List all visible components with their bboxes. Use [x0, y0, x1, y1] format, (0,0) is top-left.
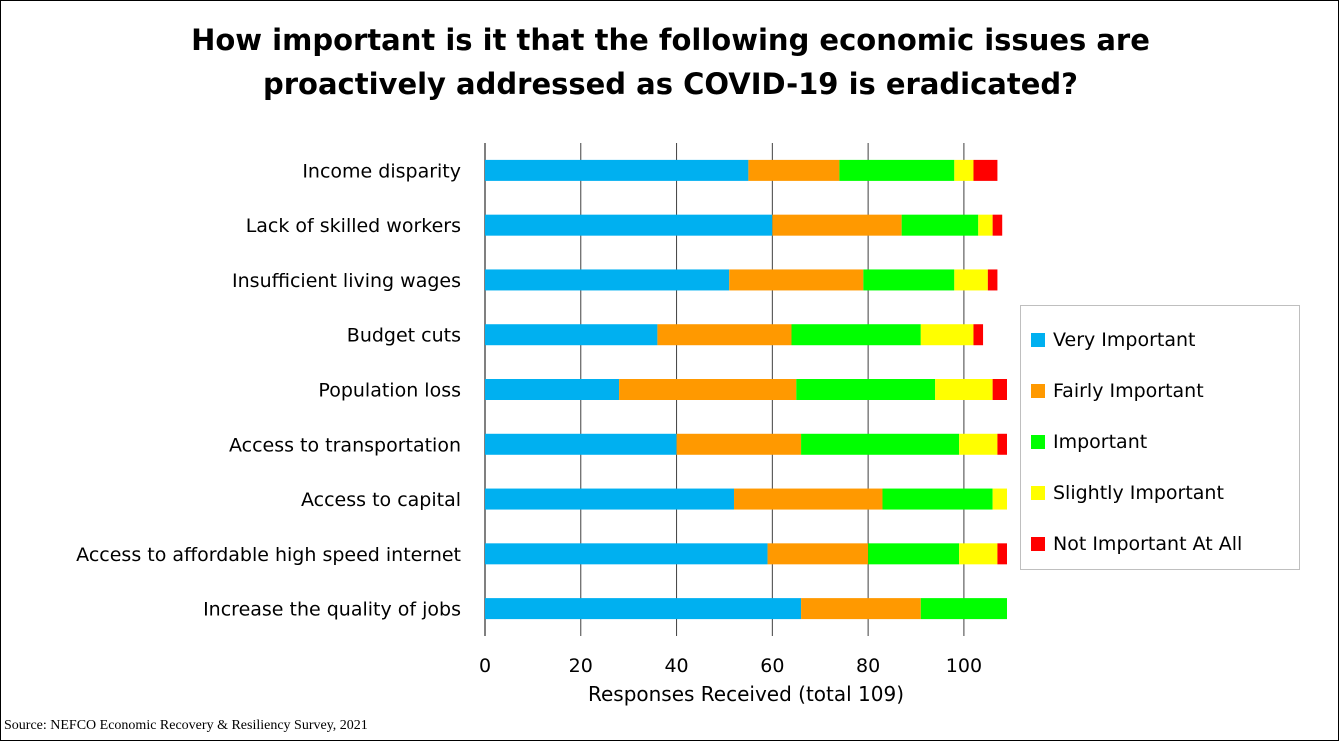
bar-segment	[657, 324, 792, 346]
x-tick-label: 0	[479, 655, 491, 677]
x-axis-label: Responses Received (total 109)	[588, 682, 904, 706]
bar-segment	[920, 598, 1007, 620]
bar-segment	[992, 379, 1007, 400]
category-label: Access to capital	[301, 489, 461, 511]
category-labels: Income disparity Lack of skilled workers I…	[76, 160, 461, 620]
bar-segment	[954, 269, 988, 291]
x-tick-labels: 0 20 40 60 80 100	[479, 655, 982, 677]
bar-segment	[839, 159, 955, 181]
bar-segment	[772, 214, 902, 236]
bar-segment	[992, 214, 1003, 236]
legend-item: Important	[1031, 416, 1289, 467]
chart-title: How important is it that the following e…	[0, 18, 1341, 106]
legend-swatch	[1031, 383, 1045, 398]
bar-segment	[619, 379, 797, 400]
legend: Very Important Fairly Important Important S…	[1020, 305, 1300, 570]
bar-segment	[973, 159, 998, 181]
bar-segment	[485, 269, 730, 291]
legend-item: Fairly Important	[1031, 365, 1289, 416]
bar-segment	[901, 214, 979, 236]
chart-title-line-2: proactively addressed as COVID-19 is era…	[263, 67, 1078, 101]
legend-label: Slightly Important	[1053, 481, 1224, 504]
category-label: Budget cuts	[347, 325, 461, 347]
bar-segment	[882, 488, 993, 510]
legend-swatch	[1031, 434, 1045, 449]
bar-segment	[973, 324, 984, 346]
bar-segment	[485, 324, 658, 346]
category-label: Lack of skilled workers	[246, 215, 461, 237]
source-note: Source: NEFCO Economic Recovery & Resili…	[4, 718, 368, 733]
category-label: Access to affordable high speed internet	[76, 544, 461, 566]
legend-item: Very Important	[1031, 314, 1289, 365]
bar-segment	[485, 488, 735, 510]
bar-segment	[992, 488, 1007, 510]
bar-segment	[676, 433, 802, 455]
x-tick-label: 20	[569, 655, 593, 677]
bar-segment	[485, 433, 677, 455]
bar-segment	[796, 379, 936, 400]
bar-segment	[978, 214, 993, 236]
bar-segment	[997, 433, 1007, 455]
bar-segment	[987, 269, 998, 291]
bar-segment	[748, 159, 840, 181]
bar-segment	[485, 214, 773, 236]
bar-segment	[801, 433, 960, 455]
category-label: Increase the quality of jobs	[203, 599, 461, 621]
x-tick-label: 40	[664, 655, 688, 677]
legend-label: Not Important At All	[1053, 532, 1243, 555]
bar-segment	[935, 379, 993, 400]
legend-list: Very Important Fairly Important Important S…	[1031, 314, 1289, 569]
legend-swatch	[1031, 332, 1045, 347]
bar-segment	[485, 379, 620, 400]
legend-label: Fairly Important	[1053, 379, 1204, 402]
x-tick-label: 100	[946, 655, 982, 677]
category-label: Access to transportation	[229, 434, 461, 456]
legend-swatch	[1031, 536, 1045, 551]
legend-label: Very Important	[1053, 328, 1196, 351]
legend-swatch	[1031, 485, 1045, 500]
bar-segment	[868, 543, 960, 565]
bar-segment	[729, 269, 864, 291]
category-label: Insufficient living wages	[232, 270, 461, 292]
bar-segment	[997, 543, 1007, 565]
bar-segment	[959, 433, 998, 455]
legend-item: Slightly Important	[1031, 467, 1289, 518]
bar-segment	[920, 324, 974, 346]
bar-segment	[959, 543, 998, 565]
bar-segment	[801, 598, 921, 620]
legend-item: Not Important At All	[1031, 518, 1289, 569]
bar-segment	[485, 159, 749, 181]
chart-title-line-1: How important is it that the following e…	[191, 23, 1150, 57]
category-label: Income disparity	[302, 160, 461, 182]
x-tick-label: 80	[856, 655, 880, 677]
bars	[485, 159, 1007, 620]
x-tick-label: 60	[760, 655, 784, 677]
bar-segment	[791, 324, 921, 346]
category-label: Population loss	[318, 380, 461, 402]
bar-segment	[485, 598, 802, 620]
bar-segment	[485, 543, 768, 565]
bar-segment	[767, 543, 869, 565]
bar-segment	[863, 269, 955, 291]
legend-label: Important	[1053, 430, 1148, 453]
bar-segment	[954, 159, 974, 181]
bar-segment	[734, 488, 883, 510]
